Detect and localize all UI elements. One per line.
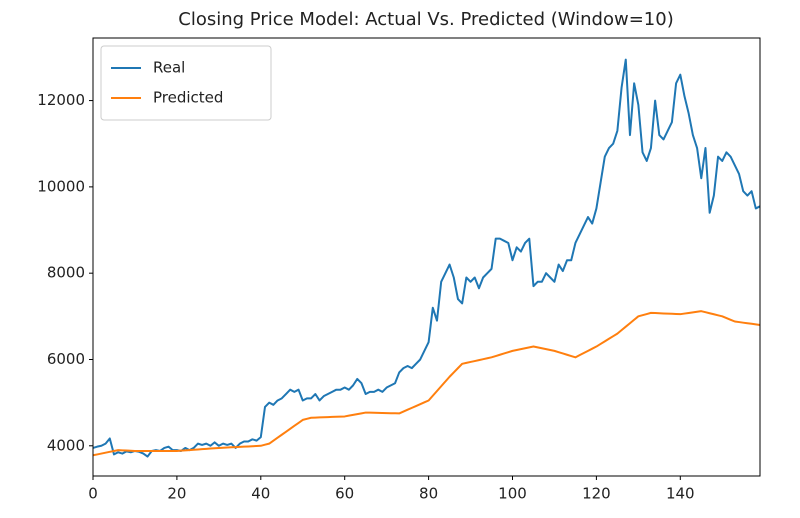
x-tick-label: 140 <box>666 485 695 503</box>
chart-title: Closing Price Model: Actual Vs. Predicte… <box>178 9 673 30</box>
plot-frame <box>92 37 761 477</box>
legend-box <box>100 45 272 121</box>
y-tick-label: 4000 <box>47 436 85 454</box>
y-tick-label: 12000 <box>37 91 85 109</box>
series-line <box>92 58 761 458</box>
x-tick-label: 40 <box>251 485 270 503</box>
y-tick-label: 10000 <box>37 177 85 195</box>
x-tick-label: 60 <box>335 485 354 503</box>
legend-label: Predicted <box>153 89 223 107</box>
y-tick-label: 8000 <box>47 264 85 282</box>
x-tick-label: 120 <box>582 485 611 503</box>
legend-label: Real <box>153 59 185 77</box>
series-line <box>92 310 761 457</box>
x-tick-label: 0 <box>88 485 98 503</box>
x-tick-label: 80 <box>419 485 438 503</box>
y-tick-label: 6000 <box>47 350 85 368</box>
x-tick-label: 100 <box>498 485 527 503</box>
legend: Real Predicted <box>100 45 272 121</box>
x-tick-label: 20 <box>167 485 186 503</box>
